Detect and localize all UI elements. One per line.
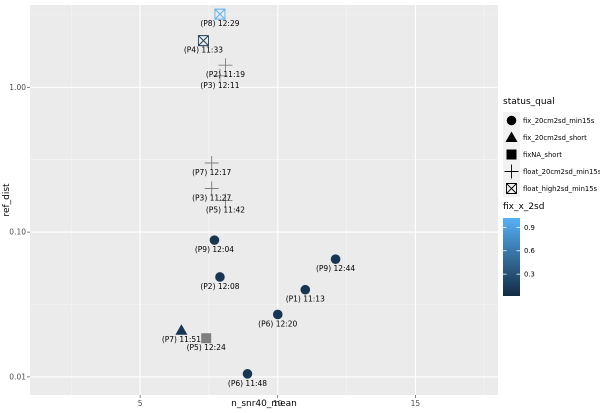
point-label: (P7) 12:17: [192, 168, 231, 177]
data-point: [204, 156, 219, 171]
point-label: (P4) 11:33: [184, 46, 223, 55]
legend-entry-label: float_high2sd_min15s: [523, 185, 598, 193]
legend-entry-label: fixNA_short: [523, 151, 562, 159]
legend-shape: status_qual fix_20cm2sd_min15s fix_20cm2s…: [503, 97, 600, 197]
legend-entry-label: float_20cm2sd_min15s: [523, 168, 600, 176]
x-tick-label: 5: [138, 399, 143, 408]
legend-color-title: fix_x_2sd: [503, 202, 544, 212]
legend-entry-label: fix_20cm2sd_short: [523, 134, 587, 142]
point-label: (P6) 12:20: [258, 319, 297, 328]
point-labels: (P8) 12:29 (P4) 11:33 (P2) 11:19 (P3) 12:11…: [162, 19, 356, 388]
axes: 5 10 15 0.01 0.10 1.00: [9, 83, 420, 408]
y-tick-label: 0.01: [9, 373, 26, 382]
data-point: [218, 193, 233, 208]
point-label: (P3) 11:27: [192, 194, 231, 203]
colorbar-tick-label: 0.6: [524, 247, 535, 255]
colorbar-tick-label: 0.3: [524, 271, 535, 279]
plot-panel: [30, 5, 498, 395]
point-label: (P8) 12:29: [200, 19, 239, 28]
data-point: [197, 35, 209, 47]
point-label: (P9) 12:04: [195, 245, 234, 254]
point-label: (P2) 11:19: [206, 70, 245, 79]
point-label: (P9) 12:44: [316, 264, 355, 273]
colorbar-tick-label: 0.9: [524, 224, 535, 232]
y-tick-label: 1.00: [9, 83, 26, 92]
x-tick-label: 15: [411, 399, 421, 408]
data-point: [214, 8, 226, 20]
x-tick-label: 10: [273, 399, 283, 408]
data-point: [218, 58, 233, 73]
y-tick-label: 0.10: [9, 228, 26, 237]
data-point: [209, 235, 220, 245]
legend-key-plus: [504, 164, 519, 179]
point-label: (P1) 11:13: [286, 295, 325, 304]
legend-key-square: [506, 149, 517, 160]
legend-shape-title: status_qual: [503, 97, 555, 107]
data-point: [300, 284, 311, 295]
data-points: [175, 8, 341, 379]
point-label: (P6) 11:48: [228, 379, 267, 388]
x-axis-title: n_snr40_mean: [231, 399, 297, 409]
legend-entry-label: fix_20cm2sd_min15s: [523, 117, 595, 125]
y-axis-title: ref_dist: [2, 183, 12, 217]
point-label: (P5) 12:24: [187, 343, 226, 352]
point-label: (P5) 11:42: [206, 206, 245, 215]
grid-lines: [30, 5, 498, 395]
point-label: (P2) 12:08: [200, 282, 239, 291]
point-label: (P7) 11:51: [162, 335, 201, 344]
legend-color: fix_x_2sd 0.3 0.6 0.9: [503, 202, 544, 296]
data-point: [242, 369, 253, 379]
colorbar: [503, 218, 520, 296]
data-point: [201, 333, 212, 344]
data-point: [175, 324, 188, 335]
legend-key-triangle: [505, 131, 518, 142]
legend-key-circle: [506, 115, 517, 126]
point-label: (P3) 12:11: [200, 81, 239, 90]
data-point: [330, 254, 341, 264]
data-point: [272, 309, 283, 320]
legend-key-boxcross: [506, 183, 517, 194]
data-point: [215, 272, 225, 282]
data-point: [212, 68, 227, 83]
data-point: [204, 181, 219, 196]
